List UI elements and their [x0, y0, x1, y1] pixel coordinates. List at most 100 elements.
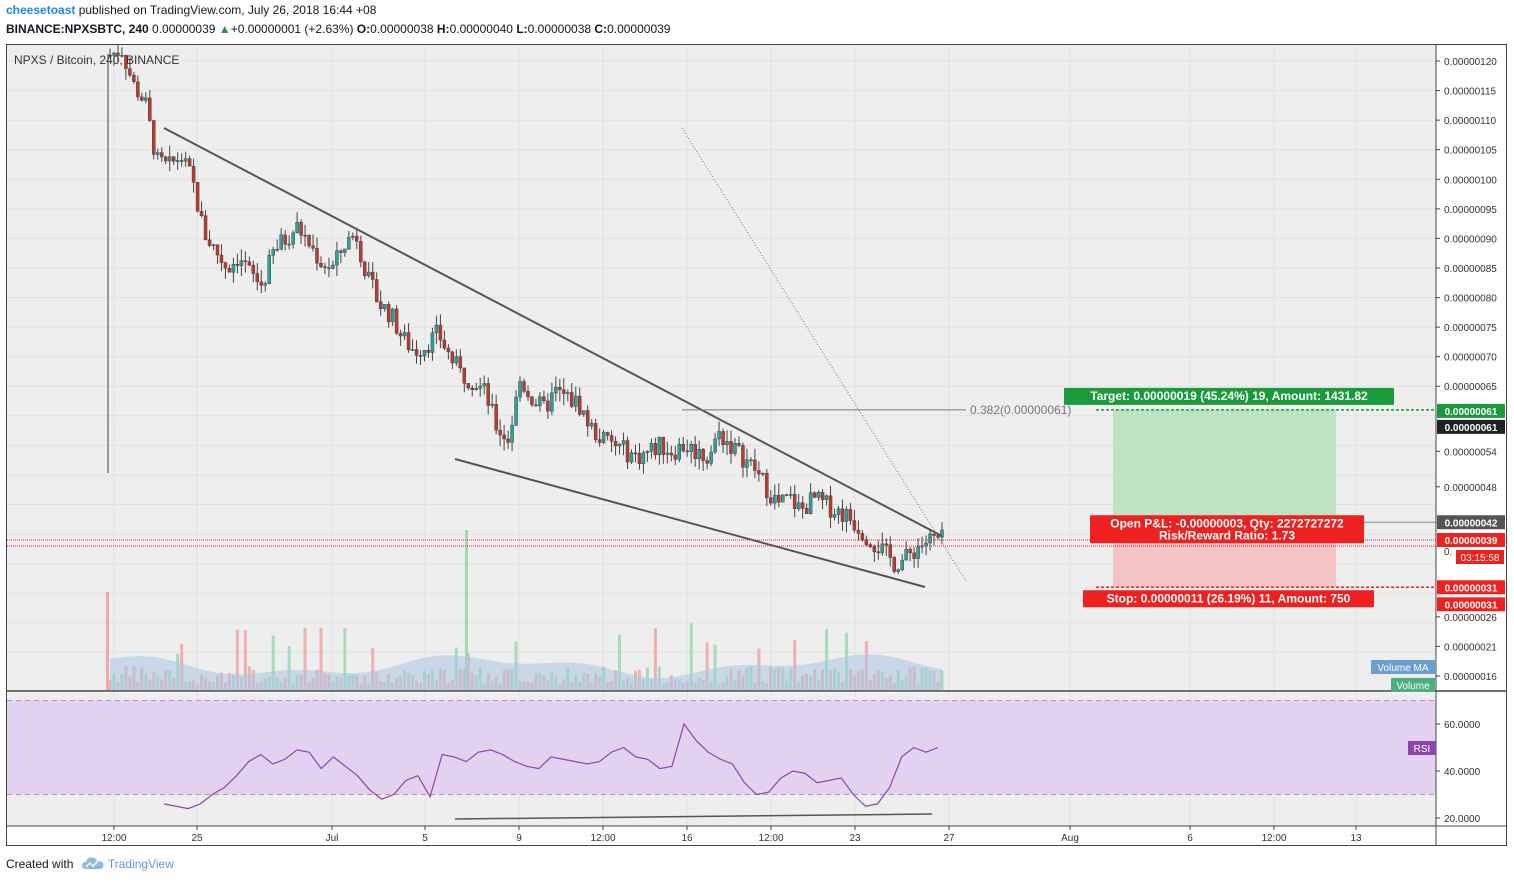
price-tick-label: 0.00000016 — [1444, 672, 1497, 683]
target-label[interactable]: Target: 0.00000019 (45.24%) 19, Amount: … — [1064, 387, 1394, 405]
price-tick-label: 0.00000090 — [1444, 234, 1497, 245]
price-badge: 0.00000042 — [1437, 515, 1505, 530]
candle-body — [498, 429, 502, 436]
volume-ma-label[interactable]: Volume MA — [1371, 660, 1435, 674]
stop-label[interactable]: Stop: 0.00000011 (26.19%) 11, Amount: 75… — [1083, 590, 1374, 608]
candle-body — [339, 250, 343, 253]
price-badge: 0.00000039 — [1437, 532, 1505, 547]
candle-body — [605, 432, 610, 436]
volume-bar-spike — [465, 530, 468, 690]
time-tick-label: Aug — [1061, 833, 1079, 844]
rsi-label-text: RSI — [1414, 744, 1431, 755]
candle-body — [307, 235, 311, 247]
candle-body — [128, 68, 132, 76]
candle-body — [522, 381, 526, 392]
candle-body — [725, 441, 729, 446]
candle-body — [542, 396, 546, 402]
candle-body — [239, 260, 244, 266]
candle-body — [884, 543, 889, 546]
candle-body — [215, 244, 220, 256]
price-tick-label: 0.00000065 — [1444, 382, 1497, 393]
candle-body — [136, 81, 140, 98]
candle-body — [454, 356, 459, 364]
candle-body — [562, 389, 566, 394]
price-badge: 0.00000061 — [1437, 403, 1505, 418]
candle-body — [378, 301, 383, 310]
price-tick-label: 0.00000105 — [1444, 146, 1497, 157]
price-badge-box — [1437, 403, 1505, 418]
chart-canvas[interactable]: 0.382(0.00000061) 0.00000120 0.00000115 0.… — [6, 44, 1508, 850]
price-tick-label: 0.00000070 — [1444, 353, 1497, 364]
candle-body — [470, 387, 475, 390]
time-tick-label: 5 — [422, 833, 428, 844]
volume-label[interactable]: Volume — [1391, 678, 1435, 692]
target-label-box — [1064, 387, 1394, 405]
candle-body — [609, 435, 614, 442]
candle-body — [773, 494, 777, 504]
candle-body — [303, 234, 307, 237]
candle-body — [558, 386, 562, 391]
candle-body — [765, 472, 769, 499]
close-value: 0.00000039 — [607, 22, 671, 36]
pnl-label[interactable]: Open P&L: -0.00000003, Qty: 2272727272Ri… — [1090, 515, 1364, 544]
candle-body — [359, 241, 363, 263]
candle-body — [745, 459, 749, 468]
candle-body — [888, 544, 892, 558]
candle-body — [701, 448, 705, 461]
volume-bar — [271, 635, 275, 690]
candle-body — [271, 249, 275, 256]
candle-body — [382, 304, 387, 310]
candle-body — [199, 211, 204, 216]
candle-body — [645, 451, 650, 453]
volume-ma-label-text: Volume MA — [1377, 663, 1428, 674]
tradingview-link[interactable]: TradingView — [107, 857, 174, 871]
candle-body — [566, 392, 570, 394]
candle-body — [251, 264, 256, 274]
candle-body — [924, 542, 928, 547]
candle-body — [717, 431, 721, 440]
volume-bar-spike — [106, 592, 109, 690]
pnl-label-box — [1090, 515, 1364, 544]
candle-body — [414, 349, 419, 356]
rsi-divergence-trendline[interactable] — [454, 813, 933, 820]
author-name[interactable]: cheesetoast — [6, 3, 76, 17]
candle-body — [741, 445, 745, 468]
candle-body — [657, 436, 662, 456]
rsi-label[interactable]: RSI — [1408, 741, 1436, 755]
time-tick-label: 12:00 — [101, 833, 126, 844]
fib-level-label: 0.382(0.00000061) — [970, 403, 1071, 417]
volume-bar — [653, 628, 657, 690]
candle-body — [367, 271, 371, 277]
candle-body — [661, 436, 666, 455]
candle-body — [928, 533, 932, 544]
lower-trendline[interactable] — [454, 458, 926, 588]
volume-label-text: Volume — [1396, 681, 1430, 692]
volume-ma-area — [110, 654, 942, 690]
target-zone[interactable] — [1113, 409, 1336, 523]
candle-body — [482, 383, 486, 387]
candle-body — [430, 332, 435, 353]
candle-body — [486, 383, 490, 406]
time-tick-label: 12:00 — [590, 833, 615, 844]
tradingview-cloud-icon — [81, 857, 104, 869]
candle-body — [120, 55, 124, 57]
candle-body — [824, 495, 829, 500]
rsi-tick-label: 40.0000 — [1444, 767, 1481, 778]
candle-body — [506, 438, 510, 443]
candle-body — [374, 279, 379, 302]
stop-label-box — [1083, 590, 1374, 608]
pnl-label-text: Open P&L: -0.00000003, Qty: 2272727272 — [1110, 516, 1344, 530]
candle-body — [175, 160, 180, 162]
candle-body — [327, 267, 331, 269]
upper-trendline[interactable] — [163, 127, 943, 537]
rsi-tick-label: 20.0000 — [1444, 814, 1481, 825]
candle-body — [912, 552, 916, 559]
candle-body — [160, 152, 164, 158]
dotted-trendline[interactable] — [681, 127, 967, 582]
price-tick-label: 0.00000054 — [1444, 447, 1497, 458]
candle-body — [510, 425, 514, 443]
candle-body — [689, 444, 693, 452]
candle-body — [613, 441, 618, 447]
candle-body — [406, 332, 411, 350]
candle-body — [546, 400, 550, 412]
